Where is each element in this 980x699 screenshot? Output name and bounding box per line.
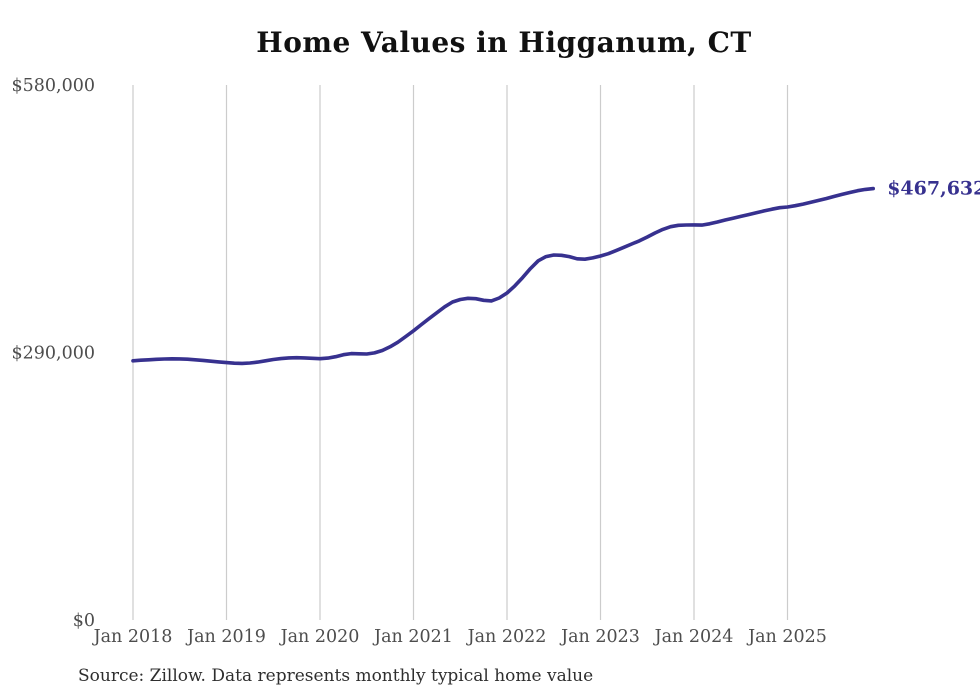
x-axis-tick-label: Jan 2024 xyxy=(653,627,734,647)
chart-title: Home Values in Higganum, CT xyxy=(256,26,752,59)
x-axis-tick-label: Jan 2025 xyxy=(746,627,827,647)
y-axis-tick-label: $580,000 xyxy=(11,76,95,96)
y-axis-tick-label: $0 xyxy=(73,611,95,631)
home-value-line xyxy=(131,186,875,366)
x-axis-tick-label: Jan 2023 xyxy=(559,627,640,647)
x-axis-tick-label: Jan 2022 xyxy=(466,627,547,647)
y-axis-tick-label: $290,000 xyxy=(11,344,95,364)
x-axis-tick-label: Jan 2019 xyxy=(185,627,266,647)
x-axis-tick-label: Jan 2021 xyxy=(372,627,453,647)
source-note: Source: Zillow. Data represents monthly … xyxy=(78,666,594,686)
x-axis-tick-label: Jan 2020 xyxy=(279,627,360,647)
end-value-label: $467,632 xyxy=(887,178,980,200)
x-axis-tick-label: Jan 2018 xyxy=(92,627,173,647)
